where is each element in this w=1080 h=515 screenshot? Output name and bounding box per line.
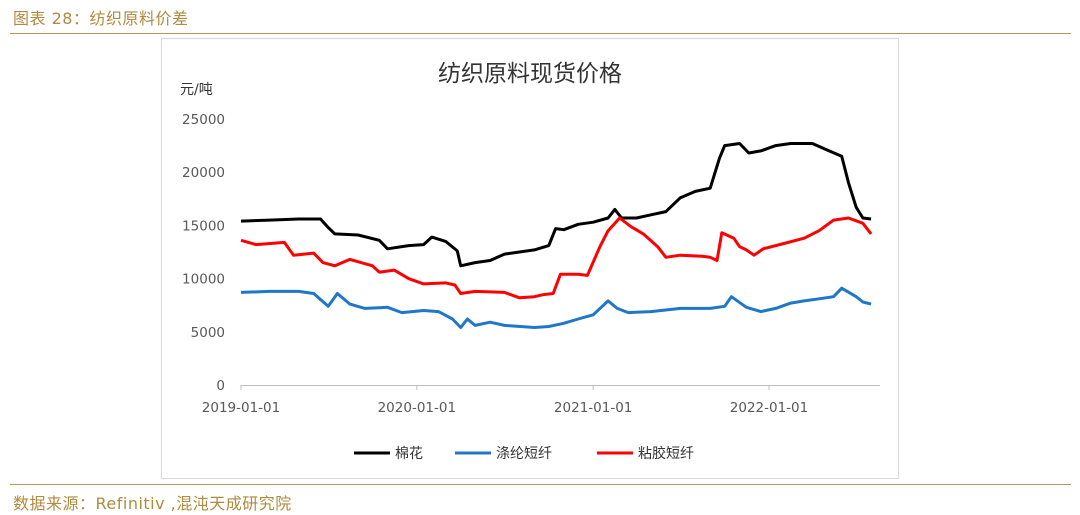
y-tick-label: 5000 xyxy=(191,325,225,341)
x-tick-label: 2021-01-01 xyxy=(554,400,632,416)
y-axis-ticks: 25000 20000 15000 10000 5000 0 xyxy=(182,112,225,394)
x-axis-ticks: 2019-01-01 2020-01-01 2021-01-01 2022-01-01 xyxy=(202,385,808,416)
line-chart: 纺织原料现货价格 元/吨 25000 20000 15000 10000 5000 0 2… xyxy=(180,61,880,462)
y-tick-label: 0 xyxy=(216,378,225,394)
series-line-viscose xyxy=(240,216,873,300)
series-line-polyester xyxy=(240,286,872,329)
chart-title: 纺织原料现货价格 xyxy=(438,61,622,87)
y-tick-label: 25000 xyxy=(182,112,225,128)
legend-label-cotton: 棉花 xyxy=(395,445,423,462)
legend: 棉花 涤纶短纤 粘胶短纤 xyxy=(354,445,694,462)
legend-label-polyester: 涤纶短纤 xyxy=(496,446,552,462)
y-tick-label: 20000 xyxy=(182,165,225,181)
chart-frame: 纺织原料现货价格 元/吨 25000 20000 15000 10000 5000 0 2… xyxy=(161,38,899,479)
data-source-note: 数据来源：Refinitiv ,混沌天成研究院 xyxy=(13,494,292,513)
top-divider xyxy=(10,33,1071,34)
legend-label-viscose: 粘胶短纤 xyxy=(638,445,694,462)
x-tick-label: 2019-01-01 xyxy=(202,400,280,416)
x-tick-label: 2022-01-01 xyxy=(730,400,808,416)
y-axis-unit-label: 元/吨 xyxy=(180,82,213,98)
y-tick-label: 15000 xyxy=(182,218,225,234)
series-layer xyxy=(240,142,873,329)
x-tick-label: 2020-01-01 xyxy=(378,400,456,416)
y-tick-label: 10000 xyxy=(182,272,225,288)
figure-caption: 图表 28：纺织原料价差 xyxy=(13,9,189,28)
bottom-divider xyxy=(10,484,1071,485)
series-line-cotton xyxy=(240,142,872,268)
